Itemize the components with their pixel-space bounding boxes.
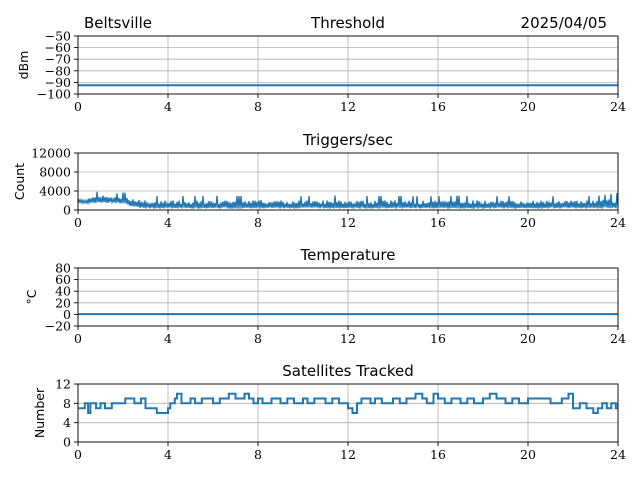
x-tick-label: 4 xyxy=(164,215,172,230)
y-tick-label: 0 xyxy=(63,203,71,218)
x-tick-label: 12 xyxy=(340,215,356,230)
x-tick-label: 20 xyxy=(520,331,536,346)
y-axis-label: Number xyxy=(32,387,47,438)
x-tick-label: 8 xyxy=(254,447,262,462)
y-tick-label: 0 xyxy=(63,307,71,322)
x-tick-label: 16 xyxy=(430,331,446,346)
y-tick-label: −100 xyxy=(37,87,71,102)
subplot-title: Satellites Tracked xyxy=(282,362,413,380)
y-tick-label: 8000 xyxy=(39,165,71,180)
y-tick-label: −70 xyxy=(45,52,71,67)
x-tick-label: 0 xyxy=(74,215,82,230)
subplot-2: 0 4 8 12 16 20 24 0 4000 8000 12000 Triggers/sec Cou… xyxy=(12,131,626,230)
y-tick-label: 40 xyxy=(55,284,71,299)
x-tick-label: 0 xyxy=(74,447,82,462)
station-label: Beltsville xyxy=(84,14,152,32)
y-tick-label: 8 xyxy=(63,396,71,411)
x-tick-label: 4 xyxy=(164,99,172,114)
subplot-title: Temperature xyxy=(299,246,395,264)
subplot-1: 0 4 8 12 16 20 24 −100−90−80−70−60−50 Threshold d… xyxy=(16,14,626,114)
subplot-title: Triggers/sec xyxy=(302,131,393,149)
x-tick-label: 4 xyxy=(164,331,172,346)
x-tick-label: 12 xyxy=(340,331,356,346)
series-line xyxy=(78,392,618,414)
x-tick-label: 8 xyxy=(254,331,262,346)
x-tick-label: 16 xyxy=(430,447,446,462)
y-tick-label: 4000 xyxy=(39,184,71,199)
x-tick-label: 24 xyxy=(610,215,626,230)
x-tick-label: 24 xyxy=(610,331,626,346)
x-tick-label: 8 xyxy=(254,99,262,114)
y-tick-label: 60 xyxy=(55,272,71,287)
y-tick-label: 12 xyxy=(55,377,71,392)
series-line xyxy=(78,191,618,210)
x-tick-label: 4 xyxy=(164,447,172,462)
y-tick-label: 12000 xyxy=(31,146,71,161)
y-axis-label: dBm xyxy=(16,51,31,80)
y-axis-label: Count xyxy=(12,163,27,200)
x-tick-label: 0 xyxy=(74,331,82,346)
x-tick-label: 12 xyxy=(340,447,356,462)
y-tick-label: −50 xyxy=(45,29,71,44)
date-label: 2025/04/05 xyxy=(521,14,607,32)
y-tick-label: −90 xyxy=(45,75,71,90)
x-tick-label: 20 xyxy=(520,215,536,230)
x-tick-label: 8 xyxy=(254,215,262,230)
x-tick-label: 12 xyxy=(340,99,356,114)
y-tick-label: 80 xyxy=(55,261,71,276)
x-tick-label: 16 xyxy=(430,99,446,114)
y-tick-label: 20 xyxy=(55,295,71,310)
subplot-title: Threshold xyxy=(310,14,385,32)
y-tick-label: −20 xyxy=(45,319,71,334)
y-tick-label: −60 xyxy=(45,40,71,55)
subplot-4: 0 4 8 12 16 20 24 0 4 8 12 Satellites Tracked Number xyxy=(32,362,626,462)
x-tick-label: 24 xyxy=(610,447,626,462)
subplots: 0 4 8 12 16 20 24 −100−90−80−70−60−50 Threshold d… xyxy=(12,14,626,462)
x-tick-label: 20 xyxy=(520,99,536,114)
x-tick-label: 20 xyxy=(520,447,536,462)
x-tick-label: 0 xyxy=(74,99,82,114)
y-tick-label: 4 xyxy=(63,415,71,430)
x-tick-label: 24 xyxy=(610,99,626,114)
x-tick-label: 16 xyxy=(430,215,446,230)
y-axis-label: °C xyxy=(24,289,39,304)
y-tick-label: 0 xyxy=(63,435,71,450)
y-tick-label: −80 xyxy=(45,63,71,78)
